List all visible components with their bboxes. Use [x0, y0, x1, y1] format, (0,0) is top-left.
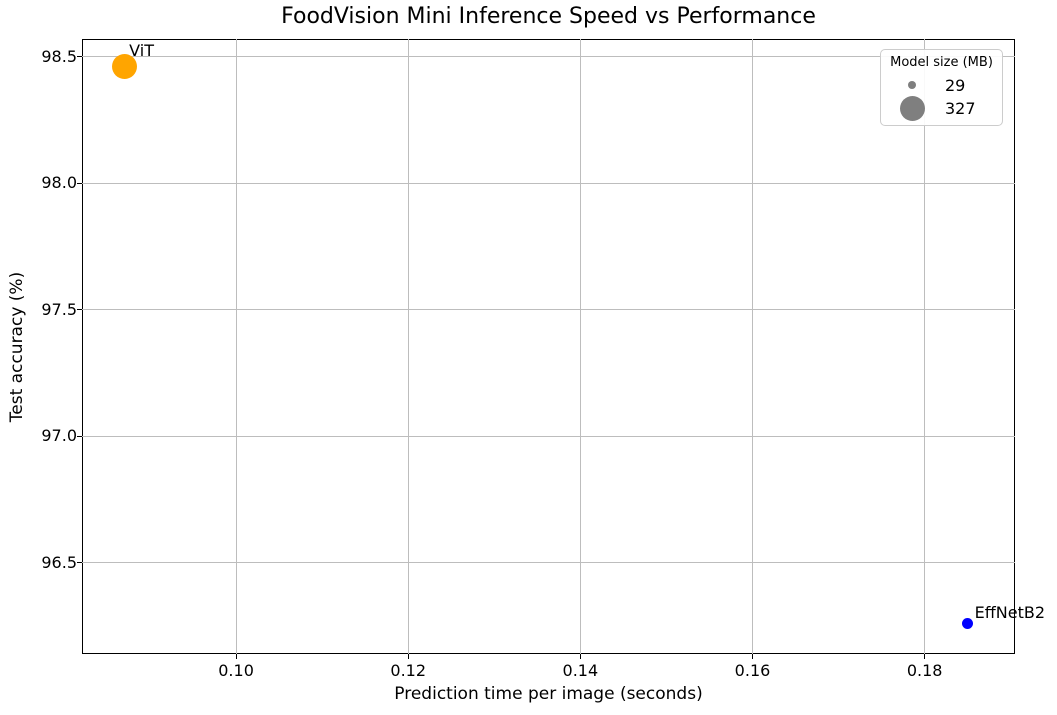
y-tick-label: 98.5: [41, 46, 77, 66]
y-gridline: [82, 182, 1015, 184]
y-tick-mark: [77, 56, 82, 58]
x-tick-mark: [407, 654, 409, 659]
x-tick-label: 0.18: [906, 661, 943, 680]
x-tick-label: 0.16: [734, 661, 771, 680]
legend-value: 327: [945, 99, 976, 118]
y-tick-mark: [77, 309, 82, 311]
y-axis-label: Test accuracy (%): [7, 271, 27, 423]
y-tick-label: 96.5: [41, 552, 77, 572]
chart-title: FoodVision Mini Inference Speed vs Perfo…: [281, 4, 816, 29]
data-point-vit: [111, 54, 137, 80]
y-tick-label: 98.0: [41, 173, 77, 193]
x-axis-label: Prediction time per image (seconds): [394, 684, 703, 704]
x-tick-label: 0.14: [562, 661, 599, 680]
point-label-vit: ViT: [129, 40, 154, 60]
legend: Model size (MB) 29 327: [880, 49, 1003, 126]
x-tick-mark: [751, 654, 753, 659]
x-tick-label: 0.10: [218, 661, 254, 680]
y-gridline: [82, 56, 1015, 58]
legend-entry: 327: [889, 96, 994, 121]
data-point-effnetb2: [962, 618, 974, 630]
y-tick-mark: [77, 182, 82, 184]
legend-size-marker-icon: [908, 81, 916, 89]
x-gridline: [579, 39, 581, 654]
y-gridline: [82, 309, 1015, 311]
point-label-effnetb2: EffNetB2: [974, 602, 1046, 622]
legend-marker-cell: [889, 96, 935, 121]
x-gridline: [235, 39, 237, 654]
y-tick-mark: [77, 435, 82, 437]
x-gridline: [751, 39, 753, 654]
y-tick-label: 97.0: [41, 426, 77, 446]
x-tick-mark: [924, 654, 926, 659]
x-tick-mark: [235, 654, 237, 659]
legend-title: Model size (MB): [890, 55, 993, 70]
y-tick-mark: [77, 562, 82, 564]
plot-area: [82, 39, 1015, 654]
y-gridline: [82, 435, 1015, 437]
x-tick-label: 0.12: [390, 661, 427, 680]
x-tick-mark: [579, 654, 581, 659]
legend-marker-cell: [889, 81, 935, 89]
y-tick-label: 97.5: [41, 299, 77, 319]
y-gridline: [82, 562, 1015, 564]
x-gridline: [407, 39, 409, 654]
x-gridline: [924, 39, 926, 654]
legend-entry: 29: [889, 74, 994, 96]
legend-value: 29: [945, 75, 966, 95]
legend-size-marker-icon: [899, 96, 925, 121]
